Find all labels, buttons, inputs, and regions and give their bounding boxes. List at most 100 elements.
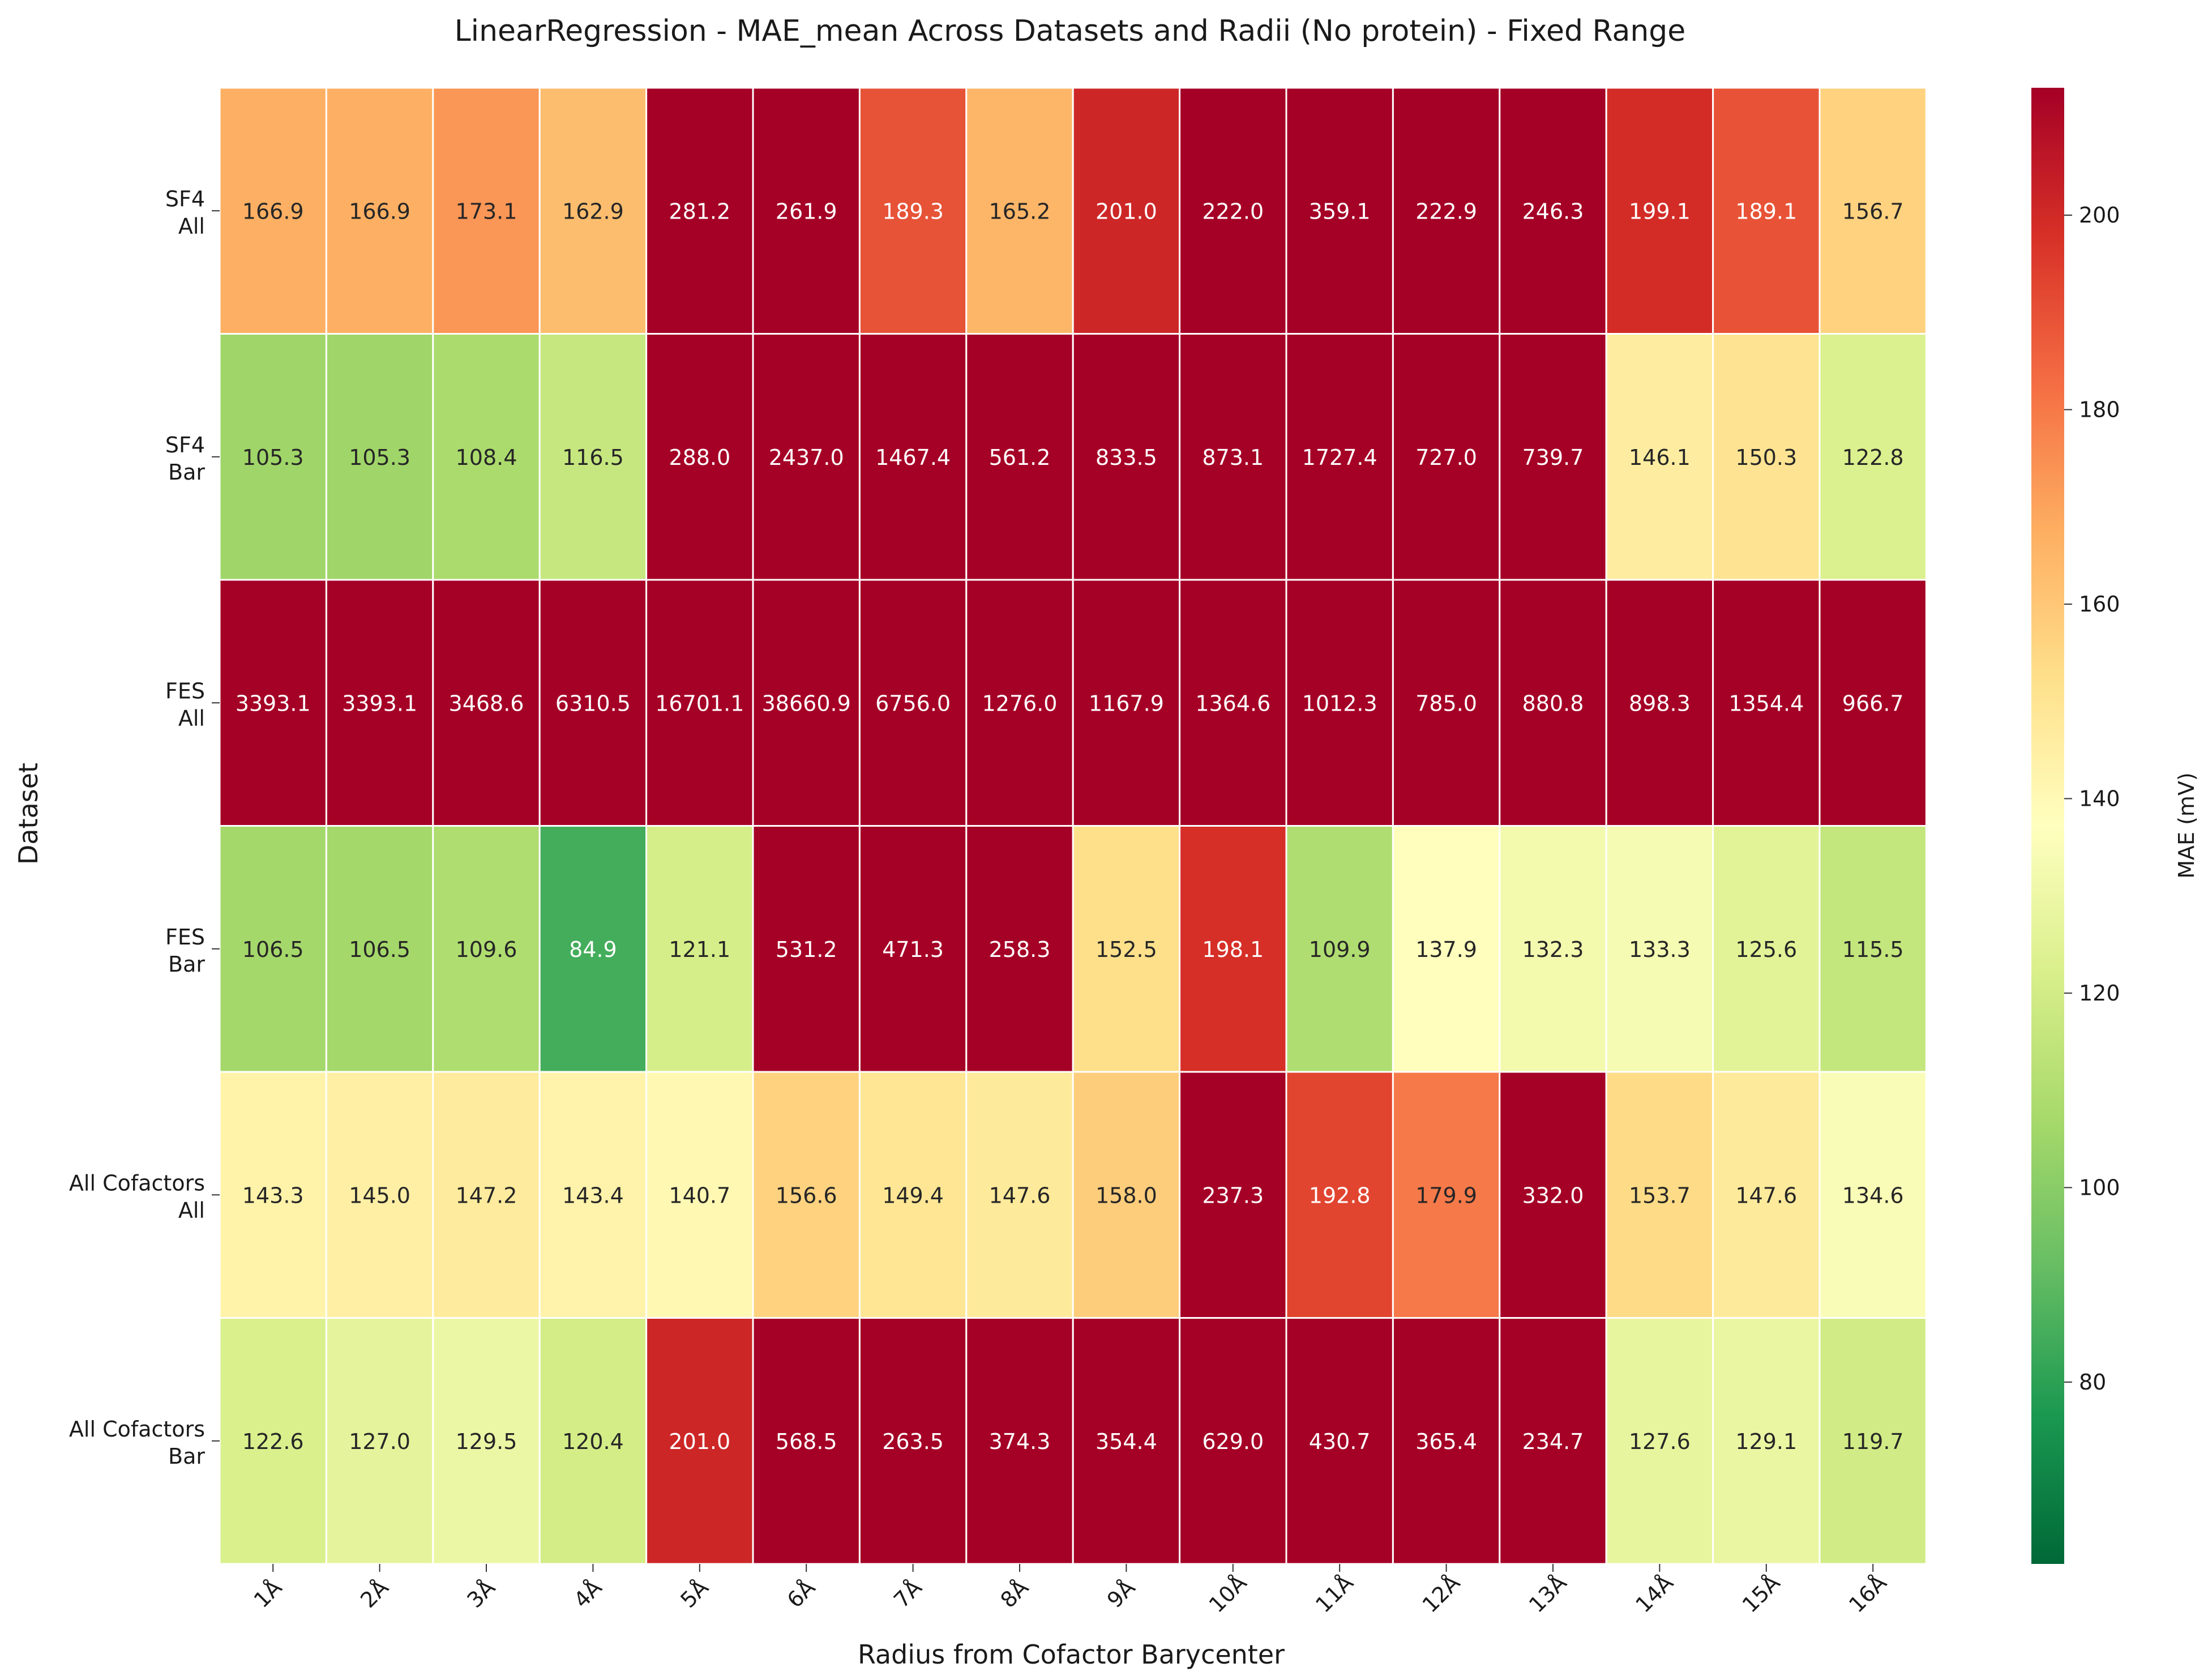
cell-value-label: 179.9 [1415, 1183, 1477, 1208]
y-tick-label-line1: SF4 [165, 186, 205, 211]
cell-value-label: 125.6 [1735, 937, 1797, 962]
cell-value-label: 116.5 [562, 445, 624, 470]
heatmap-cell [1285, 1071, 1394, 1319]
cell-value-label: 3393.1 [342, 691, 417, 716]
colorbar-label: MAE (mV) [2174, 772, 2199, 879]
heatmap-cell [645, 579, 754, 827]
heatmap-cell [1499, 1071, 1607, 1319]
cell-value-label: 898.3 [1629, 691, 1691, 716]
heatmap-cell [1818, 1317, 1927, 1565]
heatmap-cell [1392, 87, 1501, 335]
y-tick-label-line2: All [178, 706, 205, 730]
cell-value-label: 156.6 [776, 1183, 837, 1208]
heatmap-cell [965, 87, 1074, 335]
heatmap-cell [538, 579, 648, 827]
y-tick-label-line2: All [178, 1198, 205, 1222]
colorbar-tick-label: 80 [2079, 1370, 2106, 1395]
y-tick-label-line1: FES [165, 678, 205, 703]
x-tick-label: 11Å [1311, 1570, 1358, 1618]
colorbar-tick-label: 100 [2079, 1175, 2120, 1200]
cell-value-label: 222.0 [1202, 199, 1264, 224]
cell-value-label: 137.9 [1415, 937, 1477, 962]
cell-value-label: 966.7 [1842, 691, 1904, 716]
cell-value-label: 145.0 [349, 1183, 410, 1208]
heatmap-cell [432, 579, 541, 827]
cell-value-label: 129.5 [456, 1429, 517, 1454]
cell-value-label: 727.0 [1415, 445, 1477, 470]
x-axis-ticks: 1Å 2Å 3Å 4Å 5Å 6Å 7Å 8Å 9Å 10Å 11Å 12Å 13Å 14Å 15Å 16Å [249, 1564, 1892, 1618]
heatmap-cell [219, 825, 327, 1073]
cell-value-label: 263.5 [882, 1429, 944, 1454]
cell-value-label: 471.3 [882, 937, 944, 962]
heatmap-cell [752, 825, 861, 1073]
colorbar-tick-label: 180 [2079, 397, 2120, 422]
cell-value-label: 105.3 [242, 445, 304, 470]
cell-value-label: 156.7 [1842, 199, 1904, 224]
y-tick-label-line2: Bar [168, 1444, 205, 1469]
cell-value-label: 6756.0 [875, 691, 951, 716]
heatmap-cell [965, 1317, 1074, 1565]
cell-value-label: 38660.9 [762, 691, 851, 716]
heatmap-cell [432, 1071, 541, 1319]
heatmap-cell [858, 825, 968, 1073]
cell-value-label: 173.1 [456, 199, 517, 224]
heatmap-cell [1392, 333, 1501, 581]
heatmap-cell [1392, 1071, 1501, 1319]
cell-value-label: 1727.4 [1302, 445, 1377, 470]
heatmap-cell [1179, 1071, 1287, 1319]
cell-value-label: 873.1 [1202, 445, 1264, 470]
cell-value-label: 119.7 [1842, 1429, 1904, 1454]
heatmap-cell [645, 825, 754, 1073]
cell-value-label: 106.5 [349, 937, 410, 962]
cell-value-label: 166.9 [349, 199, 410, 224]
cell-value-label: 629.0 [1202, 1429, 1264, 1454]
cell-value-label: 147.2 [456, 1183, 517, 1208]
cell-value-label: 201.0 [1096, 199, 1157, 224]
heatmap-cell [1499, 579, 1607, 827]
cell-value-label: 199.1 [1629, 199, 1691, 224]
colorbar-tick-label: 200 [2079, 203, 2120, 228]
cell-value-label: 3468.6 [449, 691, 524, 716]
x-tick-label: 3Å [463, 1575, 500, 1613]
cell-value-label: 165.2 [989, 199, 1051, 224]
heatmap-cell [325, 87, 434, 335]
heatmap-cell [858, 1317, 968, 1565]
cell-value-label: 158.0 [1096, 1183, 1157, 1208]
cell-value-label: 84.9 [569, 937, 617, 962]
heatmap-cell [1818, 579, 1927, 827]
heatmap-cell [1285, 1317, 1394, 1565]
cell-value-label: 234.7 [1522, 1429, 1584, 1454]
heatmap-cell [432, 825, 541, 1073]
cell-value-label: 281.2 [669, 199, 730, 224]
cell-value-label: 568.5 [776, 1429, 837, 1454]
cell-value-label: 1467.4 [875, 445, 951, 470]
cell-value-label: 146.1 [1629, 445, 1691, 470]
cell-value-label: 785.0 [1415, 691, 1477, 716]
y-axis-label: Dataset [13, 763, 44, 865]
heatmap-cell [752, 1071, 861, 1319]
cell-value-label: 127.6 [1629, 1429, 1691, 1454]
heatmap-cell [219, 333, 327, 581]
cell-value-label: 1167.9 [1089, 691, 1164, 716]
cell-value-label: 1354.4 [1728, 691, 1804, 716]
heatmap-cell [1605, 579, 1714, 827]
x-tick-label: 4Å [569, 1575, 607, 1613]
heatmap-cell [432, 1317, 541, 1565]
x-tick-label: 16Å [1844, 1570, 1892, 1618]
cell-value-label: 147.6 [989, 1183, 1051, 1208]
x-tick-label: 9Å [1102, 1575, 1140, 1613]
heatmap-cell [1179, 579, 1287, 827]
cell-value-label: 122.8 [1842, 445, 1904, 470]
heatmap-cell [965, 579, 1074, 827]
heatmap-cell [325, 1071, 434, 1319]
cell-value-label: 108.4 [456, 445, 517, 470]
heatmap-cell [325, 333, 434, 581]
cell-value-label: 739.7 [1522, 445, 1584, 470]
x-tick-label: 12Å [1418, 1570, 1465, 1618]
cell-value-label: 261.9 [776, 199, 837, 224]
colorbar-tick-label: 160 [2079, 592, 2120, 617]
cell-value-label: 374.3 [989, 1429, 1051, 1454]
heatmap-cell [1179, 87, 1287, 335]
heatmap-cell [538, 87, 648, 335]
